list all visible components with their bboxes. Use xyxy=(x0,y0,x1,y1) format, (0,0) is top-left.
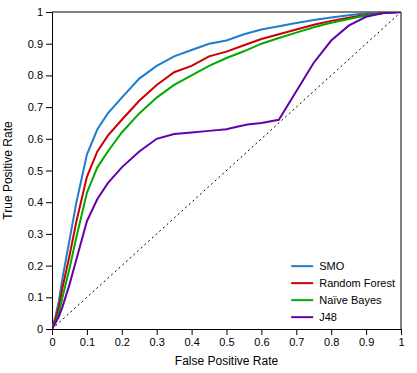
tick-label: 0.6 xyxy=(254,336,269,348)
legend-item: J48 xyxy=(291,311,337,323)
tick-mark xyxy=(46,329,52,330)
tick: 0.6 xyxy=(28,133,52,145)
tick-label: 1 xyxy=(398,336,404,348)
tick: 0.4 xyxy=(28,196,52,208)
tick-label: 0.4 xyxy=(28,196,43,208)
reference-line xyxy=(52,12,401,329)
tick-mark xyxy=(192,329,193,335)
legend-item: Random Forest xyxy=(291,277,395,289)
tick-mark xyxy=(46,171,52,172)
tick: 0.7 xyxy=(289,329,304,348)
legend-item: Naïve Bayes xyxy=(291,294,382,306)
legend: SMO Random Forest Naïve Bayes J48 xyxy=(291,260,395,323)
tick: 0.8 xyxy=(324,329,339,348)
axis-line xyxy=(46,13,53,330)
legend-label: Naïve Bayes xyxy=(319,294,382,306)
tick-mark xyxy=(46,234,52,235)
tick-label: 0 xyxy=(49,336,55,348)
legend-item: SMO xyxy=(291,260,345,272)
tick-label: 0 xyxy=(37,323,43,335)
tick: 1 xyxy=(37,6,52,18)
tick-label: 0.2 xyxy=(115,336,130,348)
tick-mark xyxy=(157,329,158,335)
series-line xyxy=(52,12,401,329)
tick: 0.9 xyxy=(28,38,52,50)
series-line xyxy=(52,12,401,329)
tick: 1 xyxy=(398,329,404,348)
legend-label: Random Forest xyxy=(319,277,395,289)
tick-mark xyxy=(261,329,262,335)
tick: 0.3 xyxy=(150,329,165,348)
series-line xyxy=(52,12,401,329)
tick-label: 0.2 xyxy=(28,260,43,272)
tick-label: 0.8 xyxy=(324,336,339,348)
tick-mark xyxy=(401,329,402,335)
tick: 0.7 xyxy=(28,101,52,113)
tick-label: 0.3 xyxy=(150,336,165,348)
plot: 00.10.20.30.40.50.60.70.80.9100.10.20.30… xyxy=(1,6,405,368)
tick: 0 xyxy=(49,329,55,348)
lines xyxy=(52,12,401,329)
tick-label: 0.5 xyxy=(28,165,43,177)
axis-line xyxy=(53,330,402,336)
x-axis-title: False Positive Rate xyxy=(175,354,279,368)
tick-label: 0.1 xyxy=(28,291,43,303)
y-axis-title: True Positive Rate xyxy=(1,121,15,220)
tick-mark xyxy=(46,44,52,45)
tick: 0.2 xyxy=(115,329,130,348)
tick-mark xyxy=(366,329,367,335)
x-axis: 0 0.1 0.2 0.3 0.4 0.5 0.6 0.7 0.8 0.9 1 xyxy=(49,329,404,348)
legend-swatch xyxy=(291,282,313,284)
legend-swatch xyxy=(291,265,313,267)
tick: 0.5 xyxy=(28,165,52,177)
tick-mark xyxy=(46,139,52,140)
tick-label: 0.7 xyxy=(289,336,304,348)
legend-swatch xyxy=(291,299,313,301)
tick-mark xyxy=(46,107,52,108)
tick-mark xyxy=(46,297,52,298)
tick-label: 1 xyxy=(37,6,43,18)
tick-label: 0.6 xyxy=(28,133,43,145)
tick-mark xyxy=(87,329,88,335)
tick: 0.3 xyxy=(28,228,52,240)
tick-label: 0.1 xyxy=(80,336,95,348)
tick: 0 xyxy=(37,323,52,335)
tick: 0.8 xyxy=(28,69,52,81)
series-line xyxy=(52,12,401,329)
tick-label: 0.7 xyxy=(28,101,43,113)
tick-mark xyxy=(46,12,52,13)
tick-label: 0.4 xyxy=(184,336,199,348)
tick-mark xyxy=(227,329,228,335)
legend-label: SMO xyxy=(319,260,345,272)
tick-mark xyxy=(46,75,52,76)
tick-mark xyxy=(46,266,52,267)
chart: 00.10.20.30.40.50.60.70.80.9100.10.20.30… xyxy=(0,0,417,373)
tick-mark xyxy=(122,329,123,335)
tick: 0.5 xyxy=(219,329,234,348)
frame xyxy=(401,12,402,329)
legend-label: J48 xyxy=(319,311,337,323)
tick-label: 0.9 xyxy=(28,38,43,50)
tick: 0.2 xyxy=(28,260,52,272)
legend-swatch xyxy=(291,316,313,318)
tick-mark xyxy=(46,202,52,203)
tick: 0.6 xyxy=(254,329,269,348)
tick-label: 0.9 xyxy=(359,336,374,348)
tick-mark xyxy=(331,329,332,335)
tick: 0.1 xyxy=(28,291,52,303)
tick-mark xyxy=(296,329,297,335)
frame xyxy=(52,12,401,13)
tick: 0.1 xyxy=(80,329,95,348)
tick-label: 0.5 xyxy=(219,336,234,348)
tick: 0.9 xyxy=(359,329,374,348)
tick-label: 0.8 xyxy=(28,69,43,81)
y-axis: 0 0.1 0.2 0.3 0.4 0.5 0.6 0.7 0.8 0.9 1 xyxy=(28,6,53,335)
tick: 0.4 xyxy=(184,329,199,348)
tick-label: 0.3 xyxy=(28,228,43,240)
